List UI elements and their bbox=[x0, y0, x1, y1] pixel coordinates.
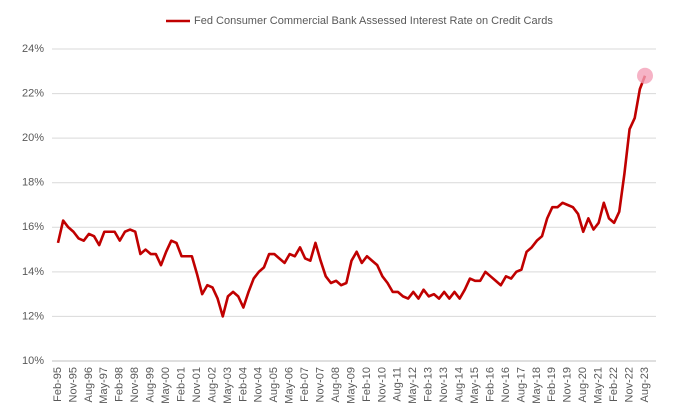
x-tick-label: Aug-96 bbox=[83, 367, 95, 402]
x-tick-label: Aug-08 bbox=[330, 367, 342, 402]
x-tick-label: Aug-14 bbox=[454, 367, 466, 402]
x-tick-label: Nov-16 bbox=[500, 367, 512, 402]
x-tick-label: Feb-04 bbox=[237, 367, 249, 402]
x-tick-label: Feb-13 bbox=[423, 367, 435, 402]
y-tick-label: 18% bbox=[22, 177, 44, 189]
x-tick-label: Feb-95 bbox=[52, 367, 64, 402]
y-tick-label: 10% bbox=[22, 355, 44, 367]
x-tick-label: Nov-95 bbox=[67, 367, 79, 402]
y-tick-label: 14% bbox=[22, 266, 44, 278]
x-tick-label: Aug-17 bbox=[515, 367, 527, 402]
x-tick-label: Nov-01 bbox=[191, 367, 203, 402]
x-tick-label: May-21 bbox=[593, 367, 605, 404]
data-line bbox=[56, 75, 647, 318]
x-tick-label: Nov-04 bbox=[253, 367, 265, 402]
x-tick-label: Nov-13 bbox=[438, 367, 450, 402]
y-tick-label: 24% bbox=[22, 43, 44, 55]
x-tick-label: Aug-02 bbox=[206, 367, 218, 402]
y-tick-label: 20% bbox=[22, 132, 44, 144]
x-tick-label: Aug-05 bbox=[268, 367, 280, 402]
y-tick-label: 12% bbox=[22, 310, 44, 322]
x-tick-label: Feb-16 bbox=[484, 367, 496, 402]
highlight-point bbox=[637, 67, 653, 84]
x-tick-label: May-18 bbox=[531, 367, 543, 404]
x-tick-label: May-00 bbox=[160, 367, 172, 404]
y-tick-label: 16% bbox=[22, 221, 44, 233]
x-tick-label: May-12 bbox=[407, 367, 419, 404]
x-tick-label: May-06 bbox=[284, 367, 296, 404]
y-tick-label: 22% bbox=[22, 87, 44, 99]
x-tick-label: Nov-22 bbox=[623, 367, 635, 402]
x-tick-label: Nov-07 bbox=[315, 367, 327, 402]
x-tick-label: Aug-11 bbox=[392, 367, 404, 402]
x-tick-label: Feb-01 bbox=[175, 367, 187, 402]
x-tick-label: May-09 bbox=[345, 367, 357, 404]
x-tick-label: May-15 bbox=[469, 367, 481, 404]
x-tick-label: Feb-22 bbox=[608, 367, 620, 402]
x-tick-label: Aug-23 bbox=[639, 367, 651, 402]
legend-label: Fed Consumer Commercial Bank Assessed In… bbox=[194, 15, 553, 27]
x-tick-label: Nov-10 bbox=[376, 367, 388, 402]
x-tick-label: Feb-98 bbox=[114, 367, 126, 402]
x-tick-label: Feb-10 bbox=[361, 367, 373, 402]
x-tick-label: Nov-19 bbox=[562, 367, 574, 402]
x-tick-label: Aug-99 bbox=[145, 367, 157, 402]
x-tick-label: Nov-98 bbox=[129, 367, 141, 402]
x-tick-label: May-97 bbox=[98, 367, 110, 404]
x-tick-label: Aug-20 bbox=[577, 367, 589, 402]
x-tick-label: May-03 bbox=[222, 367, 234, 404]
x-tick-label: Feb-19 bbox=[546, 367, 558, 402]
x-tick-label: Feb-07 bbox=[299, 367, 311, 402]
